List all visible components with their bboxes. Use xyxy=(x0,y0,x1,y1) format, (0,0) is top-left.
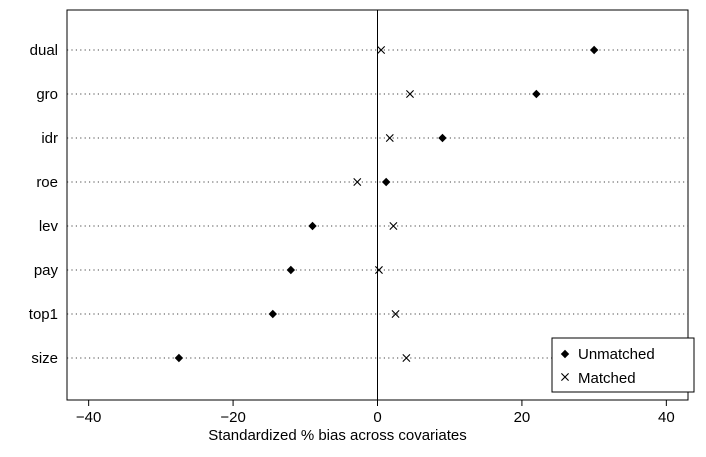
matched-point-pay xyxy=(374,266,383,274)
data-markers xyxy=(174,45,599,363)
matched-point-dual xyxy=(377,46,386,54)
category-label-top1: top1 xyxy=(29,306,58,323)
category-labels: dual gro idr roe lev pay top1 size xyxy=(29,42,59,367)
legend-unmatched-marker xyxy=(560,349,570,359)
unmatched-point-roe xyxy=(381,177,391,187)
x-axis-ticks: −40 −20 0 20 40 xyxy=(76,400,675,426)
unmatched-point-idr xyxy=(438,133,447,143)
matched-point-lev xyxy=(389,222,398,230)
x-tick-label: 40 xyxy=(658,409,675,426)
x-tick-label: −20 xyxy=(220,409,245,426)
category-label-roe: roe xyxy=(36,174,58,191)
legend-matched-label: Matched xyxy=(578,370,636,387)
unmatched-point-lev xyxy=(308,221,317,231)
matched-point-roe xyxy=(353,178,362,186)
matched-point-size xyxy=(402,354,411,362)
matched-point-gro xyxy=(406,90,414,98)
x-tick-label: 20 xyxy=(514,409,531,426)
legend: Unmatched Matched xyxy=(551,337,695,393)
x-tick-label: 0 xyxy=(373,409,381,426)
category-label-dual: dual xyxy=(30,42,58,59)
category-label-size: size xyxy=(31,350,58,367)
matched-point-top1 xyxy=(391,310,400,318)
unmatched-point-pay xyxy=(286,265,296,275)
legend-matched-marker xyxy=(561,373,569,381)
unmatched-point-size xyxy=(174,353,184,363)
category-label-idr: idr xyxy=(41,130,58,147)
x-tick-label: −40 xyxy=(76,409,101,426)
x-axis-title: Standardized % bias across covariates xyxy=(208,427,466,444)
unmatched-point-dual xyxy=(589,45,599,55)
matched-point-idr xyxy=(385,134,394,142)
category-label-lev: lev xyxy=(39,218,59,235)
legend-unmatched-label: Unmatched xyxy=(578,346,655,363)
unmatched-point-top1 xyxy=(268,309,277,319)
legend-box xyxy=(551,337,695,393)
category-label-pay: pay xyxy=(34,262,59,279)
category-label-gro: gro xyxy=(36,86,58,103)
unmatched-point-gro xyxy=(532,89,541,99)
